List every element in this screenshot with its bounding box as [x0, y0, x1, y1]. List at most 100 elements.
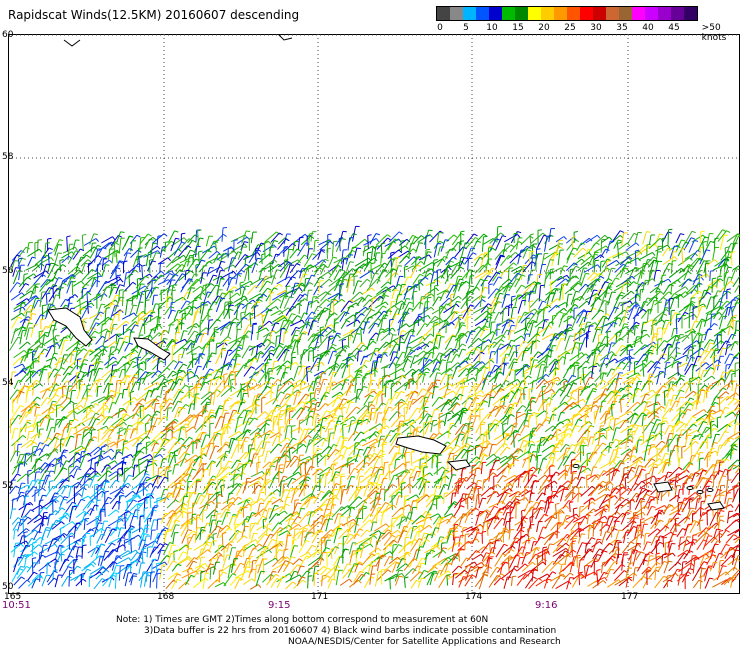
- wind-barb-tick: [600, 288, 605, 292]
- wind-barb-tick: [473, 377, 477, 382]
- wind-barb-tick: [663, 340, 668, 343]
- wind-barb-tick: [445, 319, 449, 324]
- wind-barb: [59, 260, 61, 270]
- wind-barb: [191, 311, 197, 328]
- wind-barb-tick: [690, 237, 696, 240]
- wind-barb: [313, 276, 321, 287]
- wind-barb-tick: [320, 326, 325, 329]
- wind-barb: [629, 321, 637, 331]
- wind-barb-tick: [120, 296, 125, 299]
- wind-barb-tick: [236, 321, 242, 324]
- wind-barb-tick: [597, 264, 601, 269]
- wind-barb-tick: [86, 384, 91, 387]
- wind-barb-tick: [521, 284, 526, 288]
- wind-barb-tick: [154, 286, 160, 289]
- wind-barb-tick: [95, 322, 100, 325]
- wind-barb: [247, 285, 256, 295]
- wind-barb-tick: [16, 254, 21, 257]
- wind-barb: [374, 252, 377, 264]
- wind-barb: [356, 298, 363, 306]
- wind-barb-tick: [88, 262, 93, 265]
- wind-barb: [283, 384, 292, 393]
- wind-barb-tick: [80, 370, 85, 374]
- wind-barb: [471, 278, 481, 293]
- wind-barb: [439, 303, 447, 315]
- wind-barb-tick: [123, 260, 128, 263]
- wind-barb: [41, 247, 50, 260]
- wind-barb-tick: [190, 270, 195, 274]
- wind-barb-tick: [594, 253, 599, 256]
- wind-barb: [180, 330, 185, 342]
- wind-barb-tick: [195, 258, 200, 262]
- wind-barb-tick: [119, 261, 124, 264]
- wind-barb-tick: [550, 259, 555, 261]
- wind-barb: [507, 325, 512, 336]
- wind-barb: [592, 329, 598, 343]
- wind-barb-tick: [596, 278, 601, 281]
- wind-barb-tick: [441, 359, 446, 362]
- wind-barb-tick: [108, 259, 113, 264]
- color-scale-label: 0: [437, 23, 443, 33]
- wind-barb: [615, 291, 622, 301]
- wind-barb: [290, 282, 303, 289]
- wind-barb-tick: [557, 354, 563, 357]
- wind-barb-tick: [120, 231, 125, 233]
- wind-barb-tick: [496, 323, 501, 325]
- wind-barb: [459, 257, 465, 267]
- wind-barb: [670, 312, 676, 321]
- wind-barb-tick: [582, 366, 588, 369]
- wind-barb: [65, 386, 70, 400]
- wind-barb-tick: [156, 245, 161, 250]
- wind-barb-tick: [419, 273, 424, 277]
- wind-barb: [123, 248, 130, 257]
- wind-barb: [576, 310, 584, 324]
- wind-barb: [399, 255, 407, 264]
- wind-barb: [606, 334, 616, 344]
- wind-barb-tick: [558, 311, 563, 314]
- wind-barb: [113, 242, 116, 258]
- wind-barb: [523, 322, 529, 336]
- wind-barb: [583, 311, 588, 323]
- wind-barb: [489, 232, 501, 244]
- wind-barb-tick: [341, 362, 346, 366]
- wind-barb-tick: [183, 237, 188, 242]
- wind-barb: [543, 251, 556, 260]
- wind-barb-tick: [496, 288, 501, 292]
- wind-barb: [27, 379, 37, 390]
- wind-barb-tick: [491, 267, 496, 270]
- wind-barb-tick: [83, 348, 88, 352]
- wind-barb-tick: [578, 388, 583, 391]
- wind-barb-tick: [481, 299, 486, 303]
- wind-barb: [727, 398, 736, 406]
- wind-barb-tick: [507, 319, 512, 322]
- wind-barb-tick: [565, 278, 569, 282]
- wind-barb-tick: [32, 357, 38, 360]
- wind-barb-tick: [306, 365, 311, 368]
- wind-barb: [712, 247, 716, 261]
- wind-barb-tick: [356, 333, 361, 335]
- wind-barb: [141, 266, 144, 278]
- wind-barb-tick: [114, 240, 119, 243]
- wind-barb: [297, 242, 307, 257]
- wind-barb-tick: [508, 282, 513, 285]
- wind-barb: [89, 245, 98, 259]
- wind-barb-tick: [157, 395, 162, 398]
- wind-barb-tick: [730, 280, 735, 285]
- wind-barb: [128, 353, 132, 366]
- wind-barb: [303, 265, 309, 278]
- wind-barb-tick: [59, 239, 64, 242]
- wind-barb: [471, 294, 482, 303]
- wind-barb-tick: [649, 375, 654, 378]
- wind-barb-tick: [148, 314, 153, 317]
- wind-barb-tick: [572, 397, 576, 401]
- wind-map-plot: [8, 34, 740, 594]
- wind-barb-tick: [250, 366, 255, 369]
- wind-barb: [306, 265, 316, 271]
- wind-barb: [321, 326, 329, 335]
- wind-barb: [433, 258, 443, 265]
- wind-barb-tick: [428, 229, 433, 232]
- wind-barb: [227, 322, 233, 338]
- wind-barb-tick: [601, 238, 606, 241]
- wind-barb: [313, 267, 320, 277]
- wind-barb: [542, 322, 551, 337]
